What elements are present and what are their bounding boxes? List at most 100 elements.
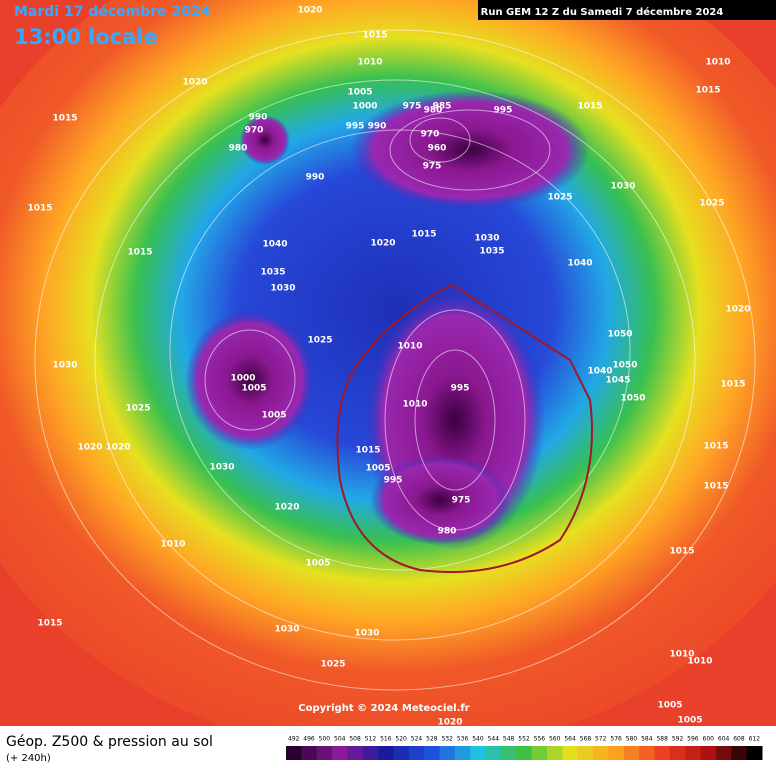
copyright: Copyright © 2024 Meteociel.fr: [298, 703, 469, 714]
run-info: Run GEM 12 Z du Samedi 7 décembre 2024: [481, 6, 724, 18]
scale-label: 560: [549, 736, 561, 743]
pressure-label: 1000: [230, 374, 255, 384]
scale-swatch: [516, 746, 533, 760]
pressure-label: 995: [346, 122, 365, 132]
scale-swatch: [470, 746, 487, 760]
scale-label: 600: [703, 736, 715, 743]
pressure-label: 1010: [397, 342, 422, 352]
pressure-label: 990: [249, 113, 268, 123]
scale-label: 608: [733, 736, 745, 743]
pressure-label: 970: [245, 126, 264, 136]
pressure-label: 1005: [261, 411, 286, 421]
scale-label: 556: [534, 736, 546, 743]
pressure-label: 1020: [274, 503, 299, 513]
scale-swatch: [424, 746, 441, 760]
scale-swatch: [715, 746, 732, 760]
pressure-label: 1015: [720, 380, 745, 390]
scale-label: 564: [564, 736, 576, 743]
pressure-label: 1040: [262, 240, 287, 250]
scale-swatch: [408, 746, 425, 760]
scale-label: 496: [303, 736, 315, 743]
scale-swatch: [562, 746, 579, 760]
scale-swatch: [731, 746, 748, 760]
scale-label: 576: [610, 736, 622, 743]
pressure-label: 1025: [320, 660, 345, 670]
pressure-label: 1005: [365, 464, 390, 474]
pressure-label: 1010: [705, 58, 730, 68]
scale-label: 552: [518, 736, 530, 743]
pressure-label: 1020: [370, 239, 395, 249]
pressure-label: 1030: [270, 284, 295, 294]
pressure-label: 1020: [105, 443, 130, 453]
pressure-label: 970: [421, 130, 440, 140]
pressure-label: 1025: [547, 193, 572, 203]
pressure-label: 1000: [352, 102, 377, 112]
scale-swatch: [593, 746, 609, 760]
scale-label: 532: [441, 736, 453, 743]
scale-label: 524: [411, 736, 423, 743]
pressure-label: 1045: [605, 376, 630, 386]
scale-swatch: [669, 746, 686, 760]
pressure-label: 1025: [125, 404, 150, 414]
pressure-label: 1015: [577, 102, 602, 112]
scale-swatch: [439, 746, 456, 760]
pressure-label: 1010: [687, 657, 712, 667]
pressure-label: 1030: [274, 625, 299, 635]
scale-swatch: [332, 746, 348, 760]
pressure-label: 975: [403, 102, 422, 112]
scale-swatch: [393, 746, 410, 760]
scale-label: 536: [457, 736, 469, 743]
pressure-label: 1015: [411, 230, 436, 240]
pressure-label: 1025: [307, 336, 332, 346]
pressure-label: 1030: [610, 182, 635, 192]
scale-swatch: [301, 746, 318, 760]
scale-swatch: [500, 746, 517, 760]
pressure-label: 990: [368, 122, 387, 132]
scale-swatch: [485, 746, 502, 760]
scale-label: 528: [426, 736, 438, 743]
pressure-label: 980: [424, 106, 443, 116]
scale-swatch: [685, 746, 702, 760]
scale-label: 580: [626, 736, 638, 743]
scale-label: 508: [349, 736, 361, 743]
scale-swatch: [531, 746, 548, 760]
pressure-label: 975: [423, 162, 442, 172]
scale-swatch: [608, 746, 625, 760]
scale-label: 516: [380, 736, 392, 743]
scale-label: 596: [687, 736, 699, 743]
pressure-label: 1040: [567, 259, 592, 269]
pressure-label: 1005: [347, 88, 372, 98]
scale-swatch: [454, 746, 471, 760]
scale-swatch: [286, 746, 302, 760]
color-scale: 492 496 500 504 508 512 516 520 524 528 532 536 540 5…: [286, 736, 763, 760]
pressure-label: 985: [433, 102, 452, 112]
scale-label: 592: [672, 736, 684, 743]
pressure-label: 1015: [703, 482, 728, 492]
legend-title: Géop. Z500 & pression au sol: [6, 734, 213, 750]
pressure-label: 980: [438, 527, 457, 537]
run-box: [478, 0, 776, 20]
scale-label: 500: [319, 736, 331, 743]
scale-label: 572: [595, 736, 607, 743]
scale-swatch: [362, 746, 379, 760]
pressure-label: 1030: [52, 361, 77, 371]
pressure-label: 995: [494, 106, 513, 116]
scale-label: 584: [641, 736, 653, 743]
pressure-label: 1010: [357, 58, 382, 68]
pressure-label: 1010: [160, 540, 185, 550]
pressure-label: 1050: [620, 394, 645, 404]
scale-swatch: [746, 746, 763, 760]
pressure-label: 1050: [607, 330, 632, 340]
pressure-label: 1020: [77, 443, 102, 453]
scale-label: 520: [395, 736, 407, 743]
pressure-label: 1015: [37, 619, 62, 629]
scale-label: 504: [334, 736, 346, 743]
pressure-label: 1005: [241, 384, 266, 394]
pressure-label: 1015: [362, 31, 387, 41]
pressure-label: 1015: [27, 204, 52, 214]
pressure-label: 1025: [699, 199, 724, 209]
pressure-label: 1005: [657, 701, 682, 711]
pressure-label: 1015: [355, 446, 380, 456]
pressure-label: 1035: [260, 268, 285, 278]
